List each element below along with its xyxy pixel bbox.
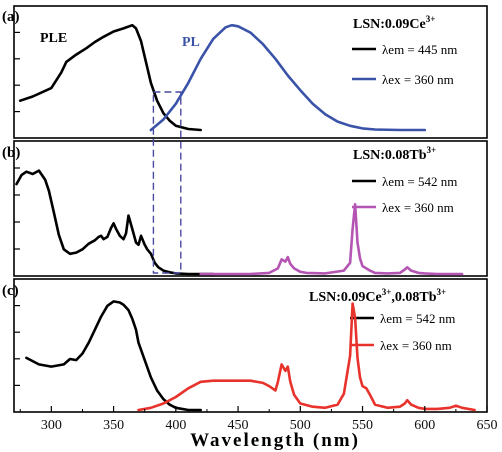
series-line-1 [15,169,215,276]
legend-label: λex = 360 nm [380,338,452,353]
series-line-2 [137,302,476,412]
panel-frame [13,5,488,139]
x-tick-label: 600 [414,418,435,433]
series-line-2 [199,203,464,276]
annotation-ple: PLE [40,31,67,46]
legend-label: λem = 542 nm [382,174,457,189]
x-axis-label: Wavelength (nm) [190,430,360,451]
panel-title-superscript: 3+ [426,14,436,24]
panel-tag: (b) [2,145,20,161]
panel-3: λem = 542 nm λex = 360 nm (c) LSN:0.09Ce3+,… [2,278,488,413]
dashed-highlight-box [152,91,182,274]
panel-title-superscript: 3+ [427,145,437,155]
panel-tag: (a) [2,9,20,25]
annotation-pl: PL [182,35,200,50]
panel-frame [13,140,488,277]
legend-label: λex = 360 nm [382,72,454,87]
legend-label: λem = 542 nm [380,311,455,326]
x-tick-label: 400 [165,418,186,433]
panel-title-rest: ,0.08Tb [391,290,436,305]
panel-1: λem = 445 nm λex = 360 nm (a) LSN:0.09Ce3+ P… [2,5,488,139]
panel-2: λem = 542 nm λex = 360 nm (b) LSN:0.08Tb3+ [2,140,488,277]
x-tick-label: 300 [41,418,62,433]
legend-label: λem = 445 nm [382,42,457,57]
dashed-box [152,91,182,274]
panel-title: LSN:0.08Tb3+ [353,145,436,163]
panel-title-superscript: 3+ [382,287,392,297]
legend-label: λex = 360 nm [382,200,454,215]
panel-title: LSN:0.09Ce3+ [353,14,435,32]
x-tick-label: 650 [477,418,498,433]
x-tick-label: 500 [290,418,311,433]
x-axis: 300 350 400 450 500 550 600 650 [19,406,498,433]
x-tick-label: 550 [352,418,373,433]
panel-title: LSN:0.09Ce3+,0.08Tb3+ [309,287,446,305]
panel-tag: (c) [2,283,19,299]
panel-title-superscript: 3+ [437,287,447,297]
x-tick-label: 350 [103,418,124,433]
panels-layer: λem = 445 nm λex = 360 nm (a) LSN:0.09Ce3+ P… [2,5,488,413]
x-tick-label: 450 [228,418,249,433]
series-line-1 [25,300,202,412]
panel-frame [13,278,488,413]
series-line-2 [149,23,427,132]
